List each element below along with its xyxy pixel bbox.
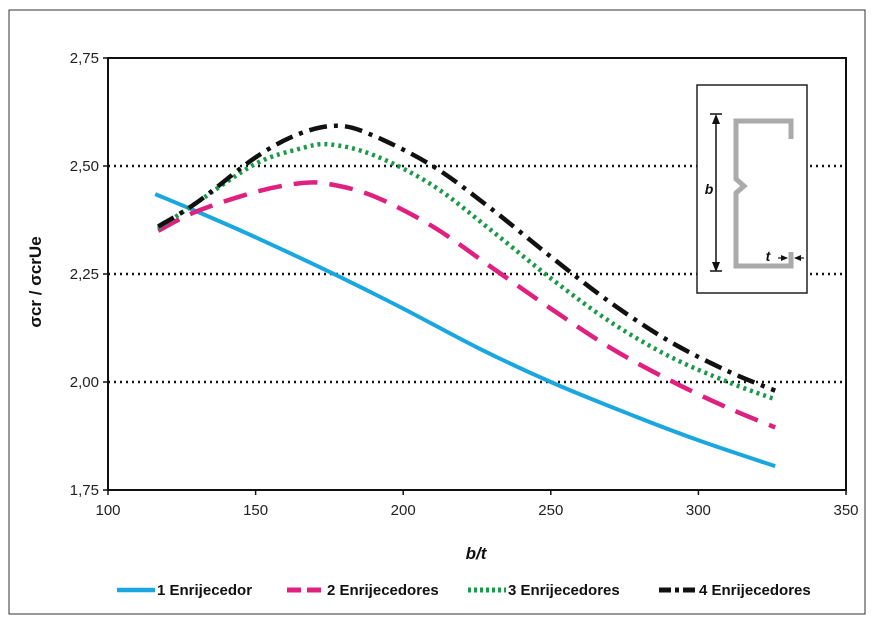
- series-line-1: [154, 192, 776, 469]
- x-tick-label: 300: [686, 502, 711, 519]
- x-tick-label: 150: [243, 502, 268, 519]
- c-section-profile: [733, 118, 794, 269]
- y-tick-label: 2,00: [70, 374, 99, 391]
- series-line-4: [157, 123, 777, 393]
- legend-label-3: 3 Enrijecedores: [508, 582, 620, 599]
- x-tick-label: 350: [833, 502, 858, 519]
- dimension-t-arrow-left: [781, 255, 788, 261]
- x-axis-ticks: 100 150 200 250 300 350: [95, 490, 859, 519]
- series-line-3: [156, 141, 776, 402]
- x-tick-label: 200: [391, 502, 416, 519]
- legend-label-2: 2 Enrijecedores: [327, 582, 439, 599]
- y-tick-label: 1,75: [70, 482, 99, 499]
- dimension-t-label: t: [766, 248, 772, 264]
- y-tick-label: 2,75: [70, 50, 99, 67]
- series-line-2: [157, 180, 777, 430]
- dimension-b-arrow-top: [712, 114, 720, 124]
- section-inset: b t: [696, 84, 808, 294]
- y-tick-label: 2,50: [70, 158, 99, 175]
- dimension-b-arrow-bottom: [712, 262, 720, 272]
- y-axis-title: σcr / σcrUe: [26, 236, 45, 327]
- legend-label-4: 4 Enrijecedores: [699, 582, 811, 599]
- x-axis-title: b/t: [466, 544, 488, 563]
- legend: 1 Enrijecedor 2 Enrijecedores 3 Enrijecedo…: [117, 582, 811, 599]
- x-tick-label: 250: [538, 502, 563, 519]
- y-tick-label: 2,25: [70, 266, 99, 283]
- dimension-t-arrow-right: [794, 255, 801, 261]
- x-tick-label: 100: [95, 502, 120, 519]
- dimension-b-label: b: [705, 181, 714, 197]
- legend-label-1: 1 Enrijecedor: [157, 582, 252, 599]
- y-axis-ticks: 1,75 2,00 2,25 2,50 2,75: [70, 50, 108, 499]
